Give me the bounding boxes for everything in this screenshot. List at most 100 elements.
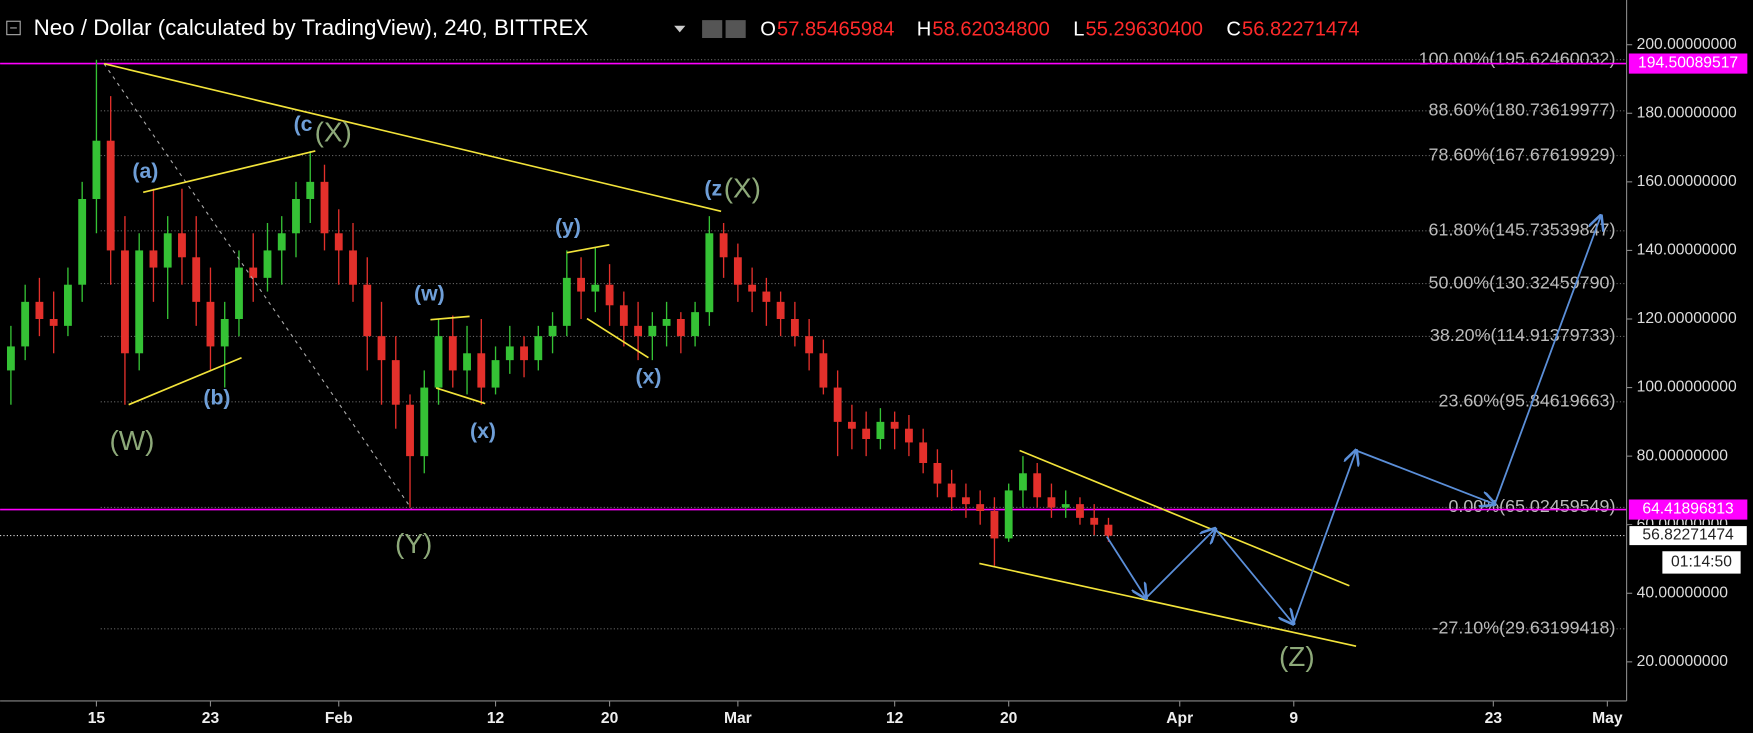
collapse-icon[interactable] [6, 20, 21, 36]
candle-body [534, 336, 543, 361]
candle-body [1047, 497, 1056, 508]
wave-label: (X) [724, 172, 761, 203]
candle-body [21, 301, 30, 347]
fib-label: 50.00%(130.32459790) [1429, 272, 1616, 292]
candle-body [562, 277, 571, 326]
trend-line [430, 315, 470, 321]
candle-body [121, 250, 129, 354]
forecast-arrow [1106, 536, 1146, 598]
y-tick-label: 20.00000000 [1637, 653, 1729, 670]
candle-body [206, 301, 215, 347]
axes: 20.0000000040.0000000060.0000000080.0000… [88, 36, 1737, 727]
price-tag [1628, 499, 1748, 520]
candle-body [691, 312, 700, 337]
candle-body [733, 257, 742, 285]
candle-body [805, 336, 814, 354]
eye-icon[interactable] [702, 20, 723, 39]
forecast-arrow [1145, 529, 1215, 599]
y-tick-label: 180.00000000 [1637, 104, 1737, 121]
candle-body [548, 325, 557, 337]
candle-body [1033, 473, 1042, 498]
candle-body [862, 428, 871, 439]
dropdown-arrow[interactable] [674, 25, 686, 33]
price-tag-label: 64.41896813 [1642, 501, 1734, 518]
candle-body [819, 353, 828, 388]
timer-label: 01:14:50 [1671, 554, 1732, 571]
ohlc-value: 55.29630400 [1086, 18, 1203, 40]
candle-body [1076, 504, 1084, 518]
wave-label: (w) [414, 283, 445, 306]
ohlc-name: H [917, 18, 932, 40]
candle-body [1004, 490, 1013, 539]
wave-label: (Y) [395, 528, 432, 559]
forecast-arrow [1292, 451, 1356, 625]
settings-icon[interactable] [725, 20, 746, 39]
trend-line [1019, 449, 1350, 587]
wave-label: (x) [470, 420, 496, 443]
candle-body [919, 442, 928, 463]
candle-body [847, 421, 856, 429]
candle-body [334, 233, 343, 251]
fib-label: 78.60%(167.67619929) [1429, 144, 1616, 164]
candle-body [1104, 524, 1113, 536]
candle-body [263, 250, 272, 278]
fib-label: 61.80%(145.73539847) [1429, 219, 1616, 239]
candle-body [505, 346, 514, 361]
candles [6, 59, 1113, 566]
x-tick-label: 20 [1000, 710, 1018, 727]
ohlc-name: C [1226, 18, 1241, 40]
x-tick-label: 23 [202, 710, 220, 727]
wave-label: (z [704, 178, 722, 201]
x-tick-label: 12 [487, 710, 505, 727]
trend-line [566, 243, 610, 254]
candle-body [106, 140, 115, 251]
candle-body [463, 353, 471, 371]
candle-body [1019, 473, 1027, 491]
candle-body [591, 284, 600, 292]
candle-body [933, 462, 942, 484]
ohlc-value: 56.82271474 [1242, 18, 1359, 40]
wave-label: (x) [635, 365, 661, 388]
y-tick-label: 160.00000000 [1637, 173, 1737, 190]
x-tick-label: May [1592, 710, 1623, 727]
candle-body [249, 267, 258, 278]
candle-body [947, 483, 956, 498]
timer-tag [1662, 551, 1741, 574]
y-tick-label: 120.00000000 [1637, 310, 1737, 327]
candle-body [577, 277, 585, 292]
candle-body [890, 421, 899, 429]
candle-body [719, 233, 728, 258]
candle-body [149, 250, 158, 268]
candle-body [904, 428, 913, 443]
candle-body [976, 504, 985, 511]
candle-body [962, 497, 970, 505]
ohlc-value: 58.62034800 [932, 18, 1049, 40]
candle-body [662, 318, 671, 326]
x-tick-label: Feb [325, 710, 353, 727]
chart-title: Neo / Dollar (calculated by TradingView)… [34, 15, 589, 40]
trend-line [128, 356, 242, 406]
candle-body [377, 336, 386, 361]
y-tick-label: 40.00000000 [1637, 584, 1729, 601]
x-tick-label: 23 [1485, 710, 1503, 727]
candle-body [6, 346, 15, 371]
candle-body [491, 360, 500, 388]
candle-body [434, 336, 443, 388]
trend-line [142, 150, 316, 194]
x-tick-label: Mar [724, 710, 752, 727]
fib-label: 23.60%(95.84619663) [1439, 391, 1616, 411]
candle-body [705, 233, 714, 313]
candle-body [406, 404, 414, 457]
fib-levels: 100.00%(195.62460032) 88.60%(180.73619977… [0, 48, 1627, 638]
trend-line [103, 62, 722, 213]
candle-body [833, 387, 842, 422]
candle-body [35, 301, 44, 319]
ohlc-value: 57.85465984 [777, 18, 894, 40]
candle-body [1061, 504, 1070, 508]
price-tag [1628, 53, 1748, 74]
wave-label: (X) [315, 117, 352, 148]
price-axis [1626, 0, 1753, 733]
forecast-arrow [1493, 216, 1601, 505]
candle-body [64, 284, 72, 326]
